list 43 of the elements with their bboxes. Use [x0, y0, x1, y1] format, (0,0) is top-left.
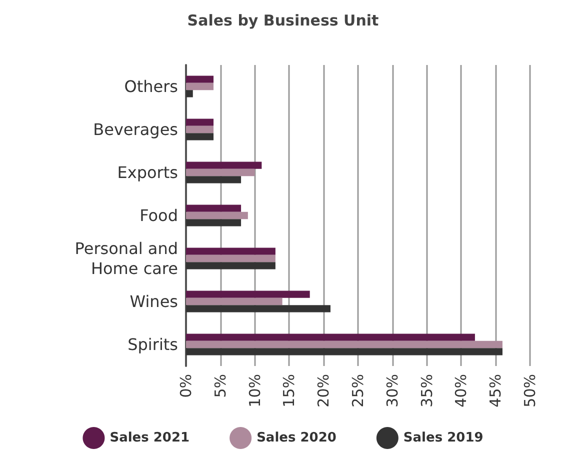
legend-label: Sales 2020	[256, 430, 336, 446]
x-tick-label: 5%	[211, 374, 230, 398]
y-tick-label: Beverages	[93, 120, 178, 139]
y-tick-label: Wines	[130, 292, 178, 311]
x-tick-label: 40%	[452, 374, 470, 408]
bar	[186, 204, 242, 212]
bar	[186, 348, 502, 356]
y-tick-label: Others	[124, 77, 178, 96]
chart-title: Sales by Business Unit	[187, 12, 379, 30]
bar	[186, 212, 248, 220]
bar	[186, 162, 262, 169]
bar	[186, 334, 475, 341]
bar	[186, 168, 255, 176]
y-tick-label: Personal and Home care	[74, 239, 178, 278]
x-tick-label: 10%	[246, 374, 264, 408]
bar	[186, 82, 214, 90]
x-tick-label: 50%	[521, 374, 539, 408]
bar	[186, 298, 282, 306]
legend-label: Sales 2019	[403, 430, 484, 446]
legend-label: Sales 2021	[110, 430, 190, 446]
x-tick-label: 0%	[177, 374, 195, 398]
bar	[186, 248, 276, 255]
bar	[186, 118, 214, 126]
bar	[186, 176, 242, 184]
x-tick-label: 35%	[418, 374, 436, 408]
bar	[186, 126, 214, 134]
y-tick-label: Food	[140, 206, 178, 225]
bar	[186, 340, 502, 348]
bar	[186, 133, 214, 140]
y-tick-label: Spirits	[128, 335, 178, 354]
x-tick-label: 15%	[280, 374, 298, 408]
y-tick-label: Exports	[117, 163, 178, 182]
x-tick-label: 45%	[486, 374, 505, 408]
bar	[186, 90, 193, 98]
bar	[186, 76, 214, 83]
x-tick-label: 20%	[314, 374, 333, 408]
bar	[186, 305, 330, 312]
x-tick-label: 30%	[383, 374, 402, 408]
bar	[186, 219, 242, 226]
bar	[186, 262, 276, 270]
bar	[186, 290, 310, 298]
x-tick-label: 25%	[349, 374, 367, 408]
bar	[186, 254, 276, 262]
